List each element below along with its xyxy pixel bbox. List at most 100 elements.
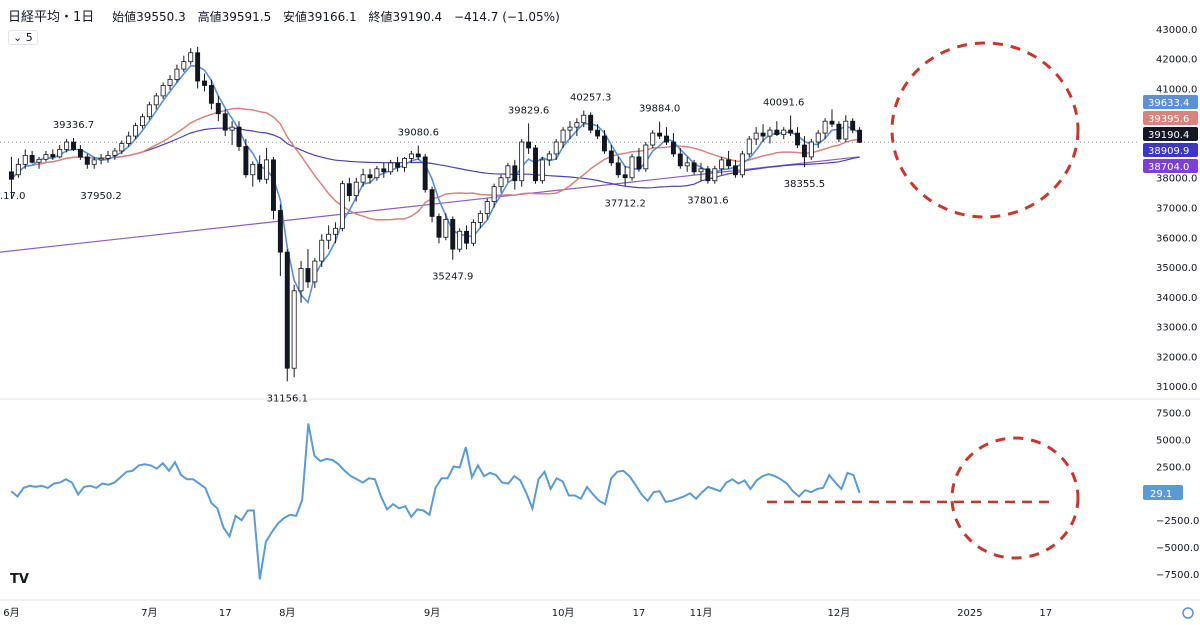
candle-body bbox=[739, 153, 745, 176]
candle bbox=[857, 127, 863, 144]
oscillator-axis-tick: 5000.0 bbox=[1156, 436, 1191, 447]
candle bbox=[57, 145, 63, 159]
indicator-toggle[interactable]: ⌄ 5 bbox=[8, 30, 38, 45]
candle-body bbox=[450, 219, 456, 250]
axis-value-tag: 39633.4 bbox=[1143, 95, 1198, 109]
candle bbox=[36, 156, 42, 169]
candle-body bbox=[105, 155, 111, 159]
candle-body bbox=[395, 162, 401, 168]
price-axis-tick: 35000.0 bbox=[1156, 263, 1197, 274]
candle-body bbox=[484, 201, 490, 214]
candle bbox=[188, 48, 194, 65]
candle bbox=[126, 131, 132, 147]
low-label: 安値 bbox=[283, 10, 308, 24]
candle bbox=[250, 161, 256, 187]
candle-body bbox=[36, 158, 42, 163]
candle bbox=[526, 123, 532, 154]
candle bbox=[15, 158, 21, 178]
candle bbox=[539, 156, 545, 184]
candle-body bbox=[333, 227, 339, 235]
axis-value-tag-text: 39190.4 bbox=[1148, 130, 1189, 141]
candle-body bbox=[167, 79, 173, 86]
candle bbox=[705, 165, 711, 184]
price-extreme-label: 40091.6 bbox=[763, 97, 804, 108]
candle-body bbox=[719, 159, 725, 170]
candle bbox=[402, 156, 407, 172]
price-extreme-label: 37801.6 bbox=[687, 196, 728, 207]
candle-body bbox=[443, 219, 449, 238]
candle-body bbox=[346, 183, 352, 196]
candle-body bbox=[643, 144, 649, 170]
candle-body bbox=[781, 129, 787, 135]
candle-body bbox=[608, 150, 614, 164]
candle-body bbox=[305, 268, 311, 283]
candle-body bbox=[691, 162, 697, 173]
price-extreme-label: 39336.7 bbox=[53, 120, 94, 131]
candle bbox=[739, 150, 745, 178]
candle-body bbox=[126, 135, 132, 144]
oscillator-line bbox=[10, 423, 861, 580]
candle-body bbox=[112, 150, 118, 156]
candle-body bbox=[512, 165, 518, 182]
candle bbox=[553, 139, 559, 160]
settings-icon bbox=[1182, 607, 1194, 619]
candle bbox=[491, 183, 497, 208]
time-axis-label: 8月 bbox=[279, 607, 295, 619]
candle-body bbox=[415, 153, 421, 158]
candle-body bbox=[77, 149, 83, 158]
time-axis-label: 17 bbox=[219, 608, 232, 619]
candle-body bbox=[519, 141, 525, 182]
candle-body bbox=[581, 114, 587, 124]
candle bbox=[477, 210, 483, 229]
price-axis-tick: 37000.0 bbox=[1156, 204, 1197, 215]
axis-value-tag-bg bbox=[1143, 143, 1198, 157]
axis-value-tag-text: 39395.6 bbox=[1148, 114, 1189, 125]
candle-body bbox=[526, 141, 532, 149]
candle-body bbox=[539, 159, 545, 182]
candle bbox=[829, 109, 835, 128]
candle bbox=[801, 136, 807, 168]
candle bbox=[457, 228, 463, 253]
price-axis-tick: 33000.0 bbox=[1156, 323, 1197, 334]
time-axis-label: 10月 bbox=[552, 607, 575, 619]
candle-body bbox=[284, 251, 290, 369]
tradingview-logo: TV bbox=[10, 572, 29, 587]
candle bbox=[429, 186, 435, 223]
axis-value-tag-text: 38704.0 bbox=[1148, 162, 1189, 173]
open-label: 始値 bbox=[112, 10, 137, 24]
candle bbox=[643, 142, 649, 172]
candle bbox=[470, 219, 476, 247]
price-axis-tick: 36000.0 bbox=[1156, 233, 1197, 244]
candle bbox=[795, 127, 800, 148]
candle bbox=[353, 177, 359, 202]
candle bbox=[443, 213, 449, 241]
price-axis-tick: 31000.0 bbox=[1156, 382, 1197, 393]
candle-body bbox=[436, 216, 442, 238]
candle-body bbox=[312, 260, 318, 283]
time-axis-label: 17 bbox=[1039, 608, 1052, 619]
axis-value-tag-bg bbox=[1143, 111, 1198, 125]
symbol-title[interactable]: 日経平均・1日 bbox=[8, 10, 95, 25]
candle-body bbox=[698, 168, 704, 173]
candle bbox=[664, 127, 669, 145]
close-label: 終値 bbox=[368, 10, 393, 24]
candle-body bbox=[229, 126, 235, 131]
candle bbox=[636, 147, 642, 172]
candle bbox=[684, 156, 690, 172]
candle-body bbox=[381, 168, 387, 173]
candle-body bbox=[119, 143, 125, 152]
change-value: −414.7 (−1.05%) bbox=[453, 10, 560, 24]
candle bbox=[657, 121, 663, 140]
time-axis-label: 9月 bbox=[424, 607, 440, 619]
candle bbox=[629, 153, 635, 181]
axis-value-tag: 39190.4 bbox=[1143, 127, 1198, 141]
candle-body bbox=[712, 168, 718, 182]
candle-body bbox=[670, 141, 676, 155]
candle bbox=[215, 95, 221, 122]
candle-body bbox=[567, 126, 573, 131]
low-value: 39166.1 bbox=[307, 10, 357, 24]
price-extreme-label: 39829.6 bbox=[508, 105, 549, 116]
candle bbox=[374, 165, 380, 181]
candle-body bbox=[271, 159, 276, 211]
